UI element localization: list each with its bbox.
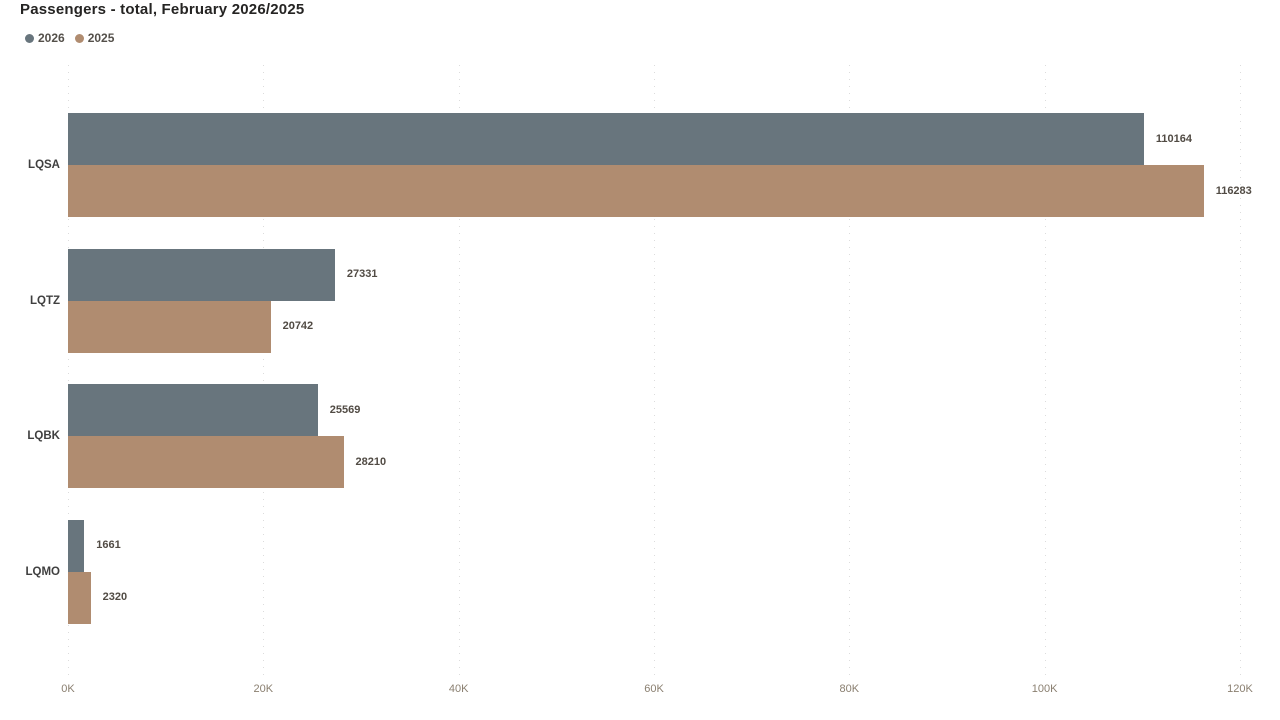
chart-legend: 2026 2025 — [25, 31, 114, 45]
x-tick-120K: 120K — [1227, 683, 1253, 695]
x-tick-80K: 80K — [839, 683, 860, 695]
x-tick-20K: 20K — [253, 683, 274, 695]
x-tick-60K: 60K — [644, 683, 664, 695]
bar-2026-lqsa[interactable] — [68, 113, 1144, 165]
legend-label: 2025 — [87, 31, 115, 45]
legend-label: 2026 — [38, 31, 65, 45]
value-label-2025-lqbk: 28210 — [355, 455, 387, 468]
bar-2025-lqsa[interactable] — [68, 165, 1204, 217]
gridline-40K — [458, 65, 460, 678]
legend-item-2025[interactable]: 2025 — [74, 31, 115, 45]
category-label-lqmo: LQMO — [25, 565, 61, 578]
gridline-20K — [263, 65, 265, 678]
bar-2025-lqtz[interactable] — [68, 300, 271, 353]
bar-2025-lqmo[interactable] — [68, 571, 91, 624]
value-label-2025-lqsa: 116283 — [1215, 184, 1252, 197]
legend-item-2026[interactable]: 2026 — [25, 31, 65, 45]
value-label-2026-lqtz: 27331 — [346, 268, 378, 281]
chart-title: Passengers - total, February 2026/2025 — [20, 1, 305, 18]
value-label-2025-lqtz: 20742 — [282, 320, 314, 333]
legend-marker-icon — [25, 33, 34, 43]
category-label-lqsa: LQSA — [28, 159, 60, 171]
value-label-2026-lqbk: 25569 — [329, 403, 361, 416]
gridline-60K — [654, 65, 655, 678]
category-label-lqtz: LQTZ — [29, 294, 60, 307]
x-tick-100K: 100K — [1031, 683, 1058, 695]
bar-2026-lqbk[interactable] — [68, 384, 318, 437]
gridline-80K — [849, 65, 851, 678]
x-tick-40K: 40K — [448, 683, 469, 695]
gridline-0K — [68, 65, 69, 678]
value-label-2026-lqsa: 110164 — [1155, 132, 1193, 145]
value-label-2026-lqmo: 1661 — [96, 539, 121, 552]
x-tick-0K: 0K — [61, 683, 75, 695]
legend-marker-icon — [74, 33, 84, 43]
bar-2025-lqbk[interactable] — [68, 436, 344, 489]
gridline-100K — [1044, 65, 1046, 678]
bar-2026-lqtz[interactable] — [68, 248, 335, 301]
value-label-2025-lqmo: 2320 — [102, 591, 128, 604]
category-label-lqbk: LQBK — [27, 430, 60, 443]
gridline-120K — [1240, 65, 1241, 678]
bar-2026-lqmo[interactable] — [68, 519, 85, 572]
